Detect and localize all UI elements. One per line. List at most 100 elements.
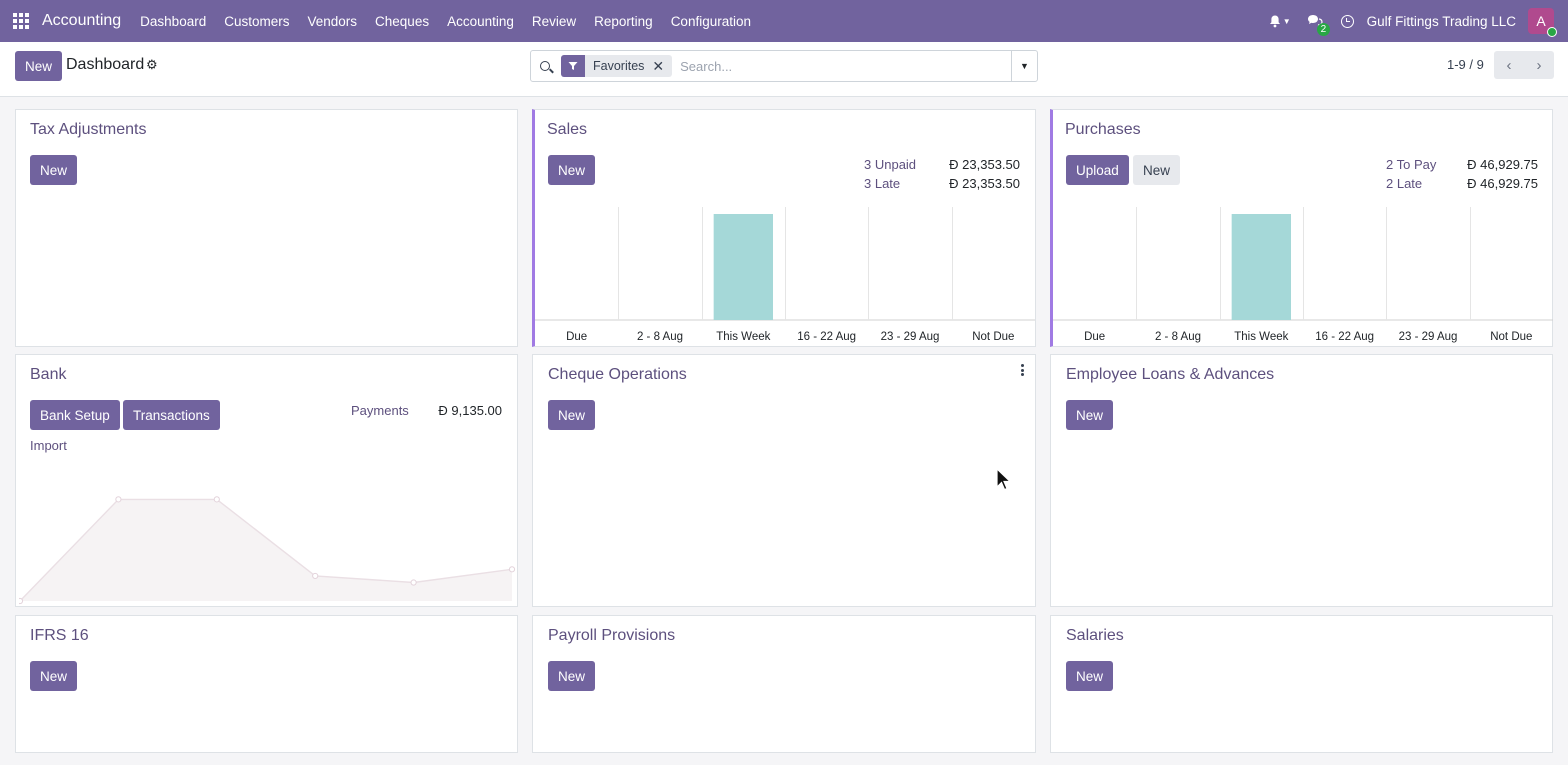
chart-tick-label: 23 - 29 Aug [881,331,940,343]
sales-aging-chart: Due 2 - 8 Aug This Week 16 - 22 Aug 23 - 29 … [535,207,1035,343]
page-title: Dashboard [66,56,145,73]
search-options-toggle-icon[interactable]: ▼ [1011,51,1037,81]
chart-tick-label: Due [1084,331,1105,343]
new-button[interactable]: New [548,661,596,691]
chart-tick-label: 2 - 8 Aug [1155,331,1201,343]
late-amount: Đ 46,929.75 [1467,176,1538,191]
top-navbar: Accounting Dashboard Customers Vendors C… [0,0,1568,42]
new-button[interactable]: New [548,400,596,430]
bank-balance-chart [19,496,516,605]
chart-point [312,572,319,580]
chat-count-badge: 2 [1316,23,1331,36]
chart-tick-label: This Week [716,331,770,343]
card-title[interactable]: Bank [30,366,67,383]
chart-point [508,566,516,573]
pager-value[interactable]: 1-9 / 9 [1447,57,1484,72]
notifications-bell-icon[interactable]: ▼ [1265,15,1295,28]
chart-tick-label: This Week [1234,331,1288,343]
new-button[interactable]: New [1066,400,1114,430]
journal-card-payroll-provisions: Payroll Provisions New [532,615,1036,753]
to-pay-amount: Đ 46,929.75 [1467,157,1538,172]
search-input[interactable] [672,52,1011,80]
unpaid-link[interactable]: 3 Unpaid [864,157,917,172]
new-button[interactable]: New [15,51,63,81]
journal-card-tax-adjustments: Tax Adjustments New [15,109,518,347]
chart-tick-label: Not Due [972,331,1014,343]
journal-card-salaries: Salaries New [1050,615,1553,753]
card-title[interactable]: IFRS 16 [30,627,89,644]
card-stats: Payments Đ 9,135.00 [351,403,502,422]
new-button[interactable]: New [30,661,78,691]
card-title[interactable]: Purchases [1065,121,1141,138]
user-avatar[interactable]: A [1528,8,1557,37]
card-title[interactable]: Cheque Operations [548,366,687,383]
unpaid-amount: Đ 23,353.50 [949,157,1020,172]
chart-point [410,579,417,586]
card-title[interactable]: Sales [547,121,588,138]
messages-chat-icon[interactable]: 2 [1295,14,1335,36]
company-switcher[interactable]: Gulf Fittings Trading LLC [1366,13,1516,29]
search-facet-favorites: Favorites ✕ [561,55,673,77]
card-stats: 2 To Pay Đ 46,929.75 2 Late Đ 46,929.75 [1386,157,1538,195]
menu-review[interactable]: Review [531,13,577,29]
card-title[interactable]: Tax Adjustments [30,121,147,138]
new-button[interactable]: New [30,155,78,185]
filter-icon [561,55,585,77]
payments-link[interactable]: Payments [351,403,409,418]
late-link[interactable]: 3 Late [864,176,901,191]
journal-card-sales: Sales New 3 Unpaid Đ 23,353.50 3 Late Đ 23… [532,109,1036,347]
journal-card-cheque-operations: Cheque Operations New [532,354,1036,607]
menu-configuration[interactable]: Configuration [670,13,751,29]
to-pay-link[interactable]: 2 To Pay [1386,157,1437,172]
search-bar: Favorites ✕ ▼ [530,50,1038,82]
menu-cheques[interactable]: Cheques [375,13,430,29]
late-amount: Đ 23,353.50 [949,176,1020,191]
transactions-button[interactable]: Transactions [123,400,220,430]
journal-card-bank: Bank Bank Setup Transactions Payments Đ 9… [15,354,518,607]
chart-tick-label: Not Due [1490,331,1532,343]
apps-menu-icon[interactable] [0,0,42,42]
chart-tick-label: 16 - 22 Aug [1315,331,1374,343]
menu-vendors[interactable]: Vendors [307,13,358,29]
chart-point [115,496,122,503]
chart-area [20,499,512,601]
new-button[interactable]: New [548,155,596,185]
pager-previous-icon[interactable]: ‹ [1494,51,1524,79]
chart-point [213,496,220,503]
chart-bar [713,214,773,320]
chevron-down-icon: ▼ [1282,16,1291,26]
journal-card-ifrs16: IFRS 16 New [15,615,518,753]
new-button[interactable]: New [1133,155,1181,185]
avatar-initial: A [1536,13,1546,29]
card-options-icon[interactable] [1019,364,1025,378]
pager-next-icon[interactable]: › [1524,51,1554,79]
menu-accounting[interactable]: Accounting [447,13,514,29]
activity-clock-icon[interactable] [1335,14,1361,28]
chart-tick-label: 2 - 8 Aug [637,331,683,343]
facet-remove-icon[interactable]: ✕ [652,57,665,74]
card-title[interactable]: Salaries [1066,627,1124,644]
gear-icon[interactable]: ⚙ [146,57,158,72]
online-status-icon [1547,27,1557,37]
card-title[interactable]: Employee Loans & Advances [1066,366,1275,383]
app-brand[interactable]: Accounting [42,12,122,29]
facet-label: Favorites [593,59,645,73]
card-stats: 3 Unpaid Đ 23,353.50 3 Late Đ 23,353.50 [864,157,1020,195]
bank-setup-button[interactable]: Bank Setup [30,400,120,430]
upload-button[interactable]: Upload [1066,155,1129,185]
search-icon[interactable] [531,61,559,71]
journal-card-employee-loans: Employee Loans & Advances New [1050,354,1553,607]
chart-tick-label: 16 - 22 Aug [797,331,856,343]
menu-dashboard[interactable]: Dashboard [140,13,207,29]
late-link[interactable]: 2 Late [1386,176,1423,191]
chart-bar [1231,214,1291,320]
import-link[interactable]: Import [30,438,67,453]
menu-reporting[interactable]: Reporting [594,13,653,29]
menu-customers[interactable]: Customers [224,13,290,29]
mouse-cursor-icon [996,468,1012,491]
card-title[interactable]: Payroll Provisions [548,627,676,644]
journal-card-purchases: Purchases Upload New 2 To Pay Đ 46,929.75… [1050,109,1553,347]
new-button[interactable]: New [1066,661,1114,691]
chart-point [19,597,24,605]
control-panel: New Dashboard ⚙ Favorites ✕ ▼ 1-9 / 9 ‹ … [0,42,1568,97]
